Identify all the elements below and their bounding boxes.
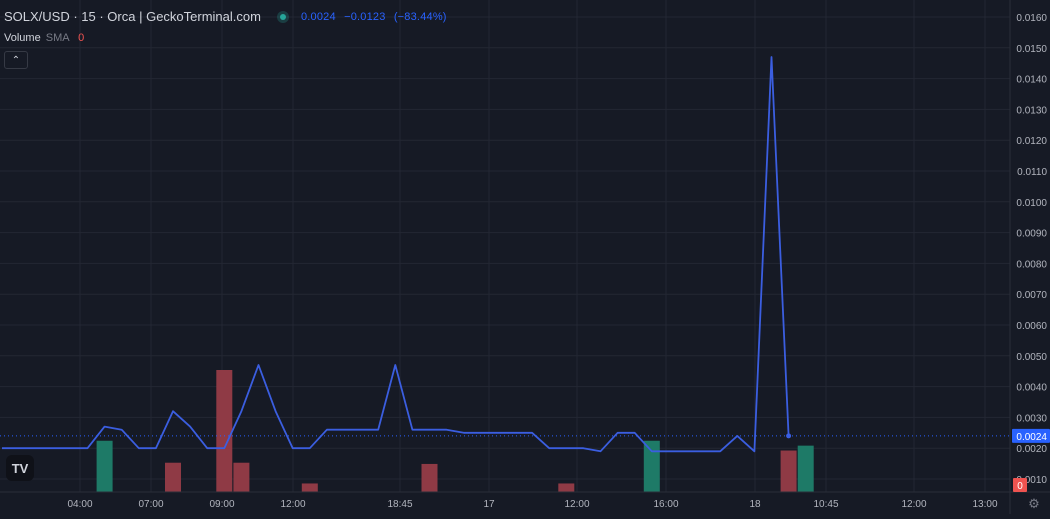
price-change-percent: (−83.44%) bbox=[393, 10, 447, 23]
y-tick-label: 0.0050 bbox=[1016, 352, 1047, 363]
price-line-series bbox=[0, 56, 1010, 453]
x-tick-label: 17 bbox=[483, 499, 495, 510]
volume-legend[interactable]: Volume SMA 0 bbox=[4, 32, 84, 44]
volume-bar-up bbox=[797, 445, 814, 492]
y-tick-label: 0.0020 bbox=[1016, 444, 1047, 455]
price-change-info: 0.0024 −0.0123 (−83.44%) bbox=[301, 11, 452, 23]
volume-label: Volume bbox=[4, 32, 41, 44]
volume-bar-down bbox=[216, 370, 233, 492]
y-tick-label: 0.0060 bbox=[1016, 321, 1047, 332]
y-tick-label: 0.0010 bbox=[1016, 475, 1047, 486]
y-tick-label: 0.0160 bbox=[1016, 13, 1047, 24]
y-tick-label: 0.0140 bbox=[1016, 75, 1047, 86]
y-tick-label: 0.0090 bbox=[1016, 229, 1047, 240]
x-tick-label: 07:00 bbox=[138, 499, 163, 510]
volume-value: 0 bbox=[78, 32, 85, 44]
current-price-tag bbox=[1012, 428, 1050, 443]
symbol-title[interactable]: SOLX/USD · 15 · Orca | GeckoTerminal.com bbox=[4, 9, 261, 24]
chevron-up-icon[interactable]: ⌃ bbox=[4, 51, 28, 69]
x-tick-label: 12:00 bbox=[901, 499, 926, 510]
volume-bar-down bbox=[301, 483, 318, 492]
volume-bar-down bbox=[558, 483, 575, 492]
chart-header: SOLX/USD · 15 · Orca | GeckoTerminal.com… bbox=[4, 9, 452, 24]
price-change: −0.0123 bbox=[344, 10, 386, 23]
y-tick-label: 0.0130 bbox=[1016, 105, 1047, 116]
price-line bbox=[2, 56, 790, 453]
y-tick-label: 0.0150 bbox=[1016, 44, 1047, 55]
volume-bar-up bbox=[643, 440, 660, 492]
volume-sma-label: SMA bbox=[45, 32, 69, 44]
x-tick-label: 13:00 bbox=[972, 499, 997, 510]
y-tick-label: 0.0040 bbox=[1016, 383, 1047, 394]
x-tick-label: 16:00 bbox=[653, 499, 678, 510]
y-tick-label: 0.0080 bbox=[1016, 259, 1047, 270]
last-price: 0.0024 bbox=[300, 10, 336, 23]
volume-axis-tag bbox=[1013, 478, 1027, 492]
y-tick-label: 0.0120 bbox=[1016, 136, 1047, 147]
tradingview-logo[interactable]: TV bbox=[6, 455, 34, 481]
y-tick-label: 0.0070 bbox=[1016, 290, 1047, 301]
y-tick-label: 0.0030 bbox=[1016, 413, 1047, 424]
x-tick-label: 18:45 bbox=[387, 499, 412, 510]
x-tick-label: 18 bbox=[749, 499, 761, 510]
y-tick-label: 0.0100 bbox=[1016, 198, 1047, 209]
logo-text: TV bbox=[11, 460, 29, 476]
y-tick-label: 0.0110 bbox=[1017, 167, 1047, 178]
x-tick-label: 12:00 bbox=[280, 499, 305, 510]
volume-bar-down bbox=[233, 462, 250, 492]
volume-bar-down bbox=[165, 462, 181, 492]
volume-bar-up bbox=[96, 440, 113, 492]
x-tick-label: 12:00 bbox=[564, 499, 589, 510]
volume-bar-down bbox=[780, 450, 797, 492]
x-tick-label: 10:45 bbox=[813, 499, 838, 510]
volume-bar-down bbox=[421, 463, 438, 492]
x-tick-label: 04:00 bbox=[67, 499, 92, 510]
gear-icon[interactable]: ⚙ bbox=[1028, 496, 1040, 511]
volume-axis-label: 0 bbox=[1017, 481, 1023, 492]
volume-bars bbox=[96, 370, 814, 492]
grid bbox=[0, 0, 1010, 492]
current-price-label: 0.0024 bbox=[1016, 432, 1047, 443]
market-status-icon bbox=[276, 10, 289, 23]
x-tick-label: 09:00 bbox=[209, 499, 234, 510]
